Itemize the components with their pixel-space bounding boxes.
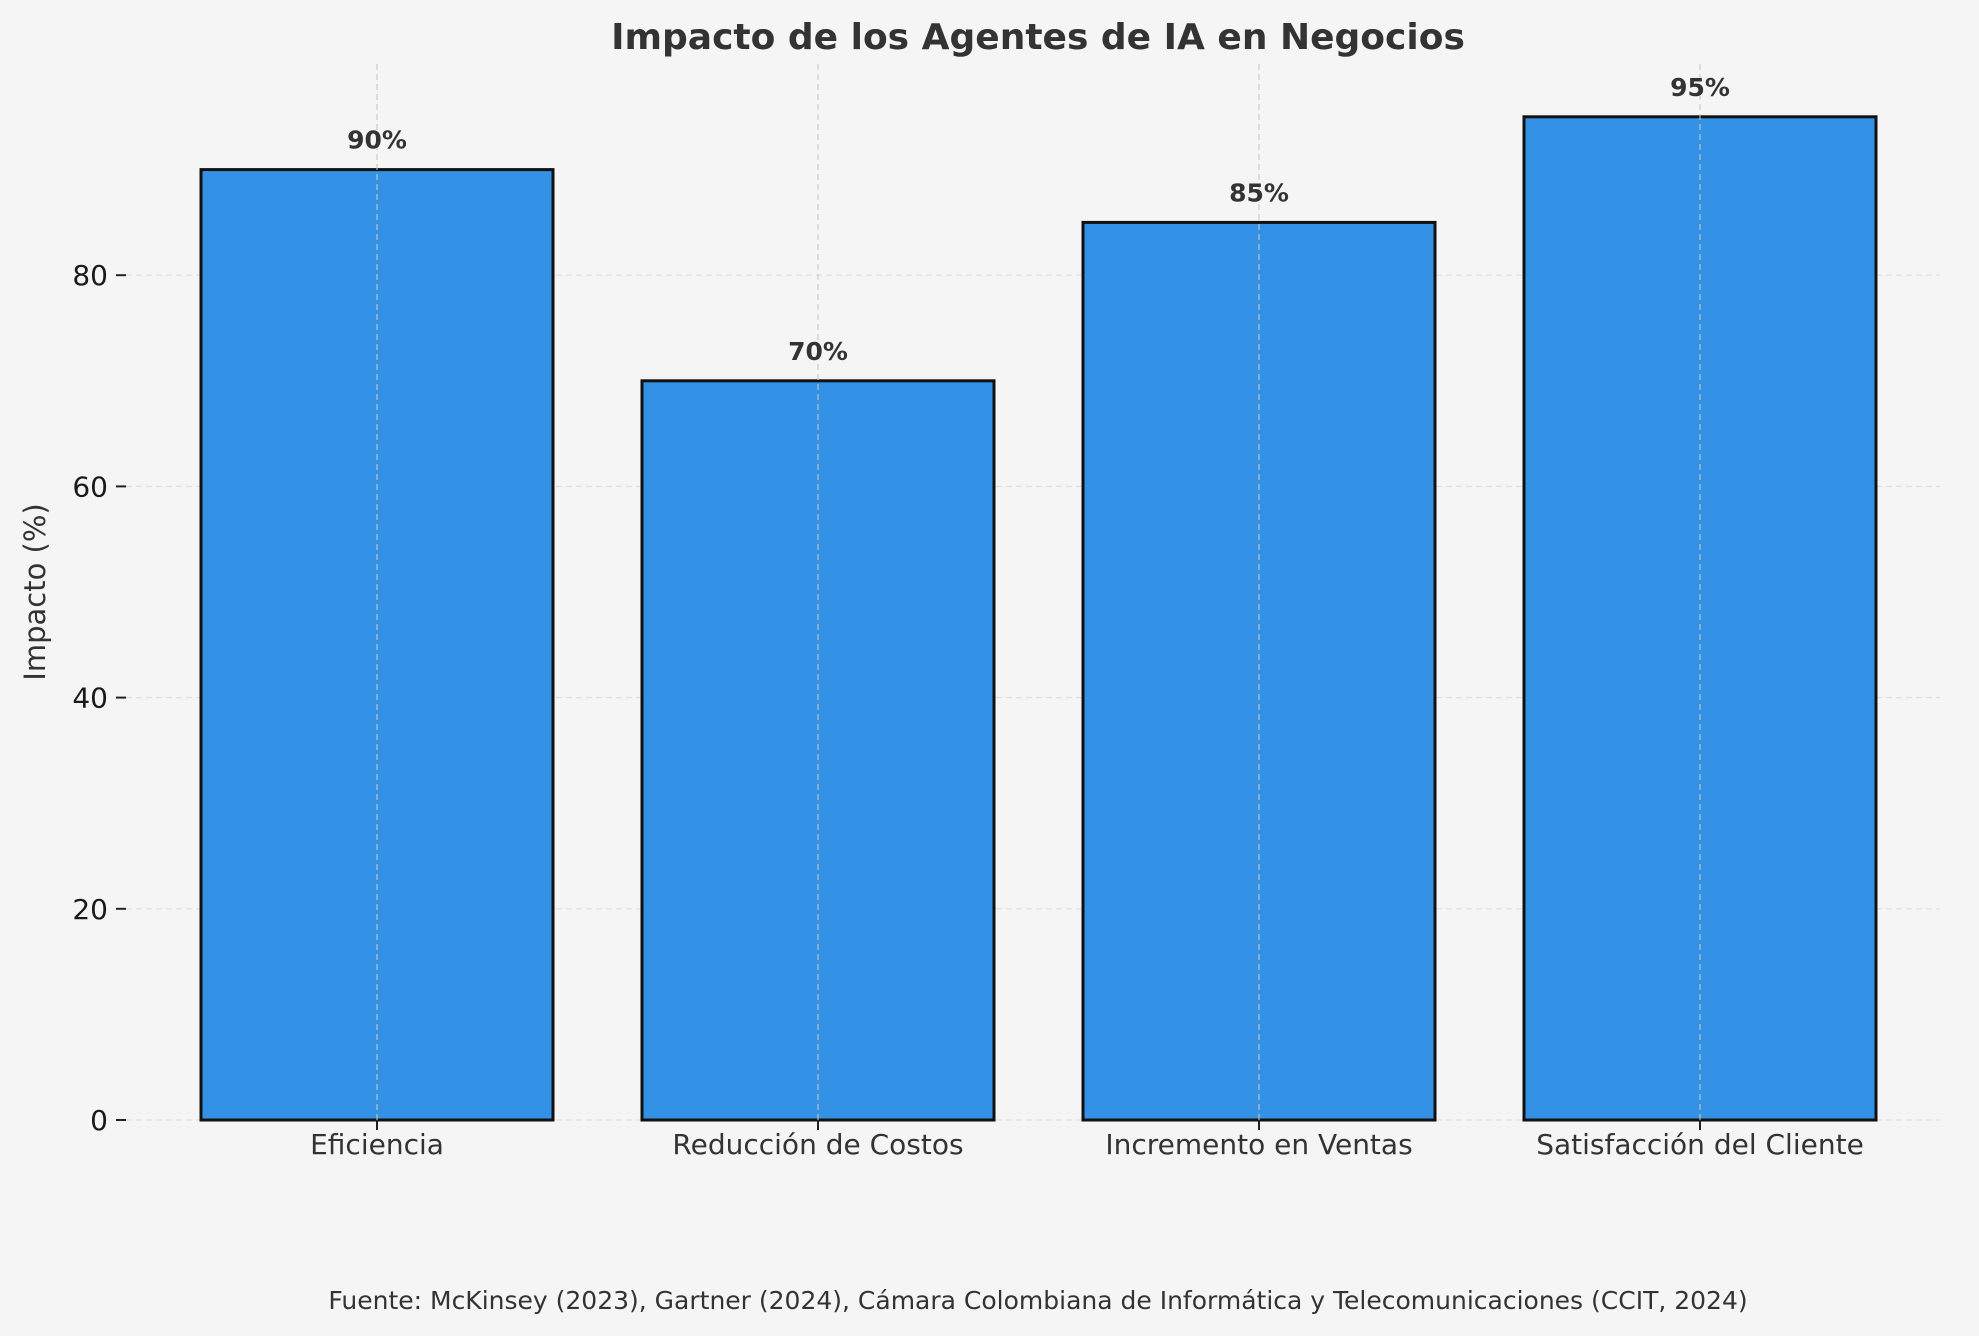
data-label: 90% xyxy=(347,126,407,155)
source-footnote: Fuente: McKinsey (2023), Gartner (2024),… xyxy=(328,1286,1747,1315)
bars xyxy=(199,115,1878,1122)
x-tick-label: Eficiencia xyxy=(310,1128,444,1161)
y-tick-label: 80 xyxy=(72,259,108,292)
data-label: 85% xyxy=(1229,178,1289,207)
data-labels: 90% 70% 85% 95% xyxy=(347,73,1730,366)
y-axis: 0 20 40 60 80 xyxy=(72,259,126,1137)
y-tick-label: 40 xyxy=(72,682,108,715)
x-axis: Eficiencia Reducción de Costos Incremento … xyxy=(310,1120,1864,1161)
vertical-grid-lines xyxy=(376,64,1701,1120)
chart-title: Impacto de los Agentes de IA en Negocios xyxy=(611,17,1465,58)
x-tick-label: Satisfacción del Cliente xyxy=(1536,1128,1864,1161)
x-tick-label: Reducción de Costos xyxy=(672,1128,963,1161)
bar xyxy=(1081,220,1437,1122)
y-tick-label: 60 xyxy=(72,470,108,503)
data-label: 95% xyxy=(1670,73,1730,102)
y-axis-label: Impacto (%) xyxy=(18,503,52,680)
data-label: 70% xyxy=(788,337,848,366)
x-tick-label: Incremento en Ventas xyxy=(1105,1128,1412,1161)
y-tick-label: 0 xyxy=(90,1104,108,1137)
y-tick-label: 20 xyxy=(72,893,108,926)
